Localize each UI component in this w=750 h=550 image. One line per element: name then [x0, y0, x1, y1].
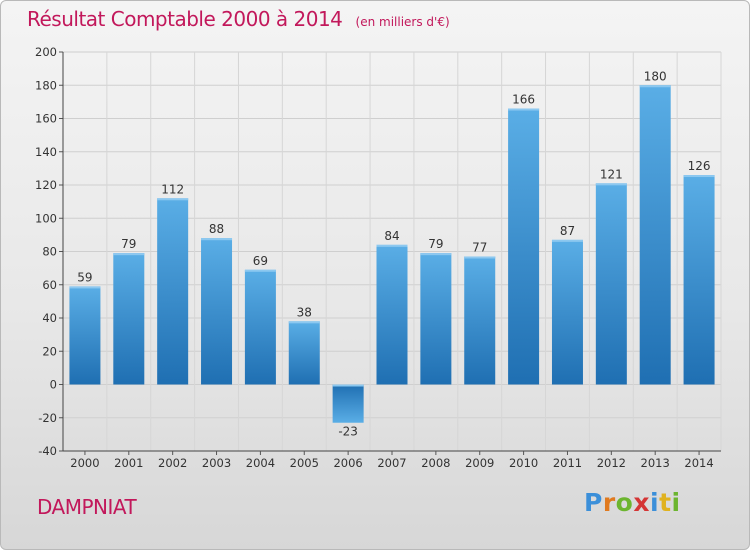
bar-2010: [508, 108, 540, 385]
x-tick-label: 2010: [509, 456, 538, 470]
x-tick-label: 2002: [158, 456, 187, 470]
bar-2006: [332, 384, 364, 423]
y-tick-label: 60: [42, 278, 57, 292]
bar-2014: [683, 175, 715, 385]
x-tick-label: 2007: [377, 456, 406, 470]
bar-2009: [464, 256, 496, 385]
bar-highlight: [595, 183, 627, 186]
x-tick-label: 2014: [684, 456, 713, 470]
data-label: 87: [560, 224, 575, 238]
bar-highlight: [201, 238, 233, 241]
bar-highlight: [113, 253, 145, 256]
logo-letter: o: [615, 488, 634, 517]
bar-2007: [376, 244, 408, 385]
logo-letter: i: [650, 488, 660, 517]
logo-letter: P: [584, 488, 603, 517]
bar-highlight: [508, 108, 540, 111]
x-tick-label: 2006: [333, 456, 362, 470]
bar-highlight: [157, 198, 189, 201]
data-label: 88: [209, 222, 224, 236]
logo-letter: t: [659, 488, 672, 517]
place-name: DAMPNIAT: [37, 495, 137, 519]
bar-highlight: [288, 321, 320, 324]
x-tick-label: 2012: [597, 456, 626, 470]
bar-2012: [595, 183, 627, 385]
logo-letter: r: [602, 488, 616, 517]
proxiti-logo: Proxiti: [584, 488, 681, 517]
x-tick-label: 2000: [70, 456, 99, 470]
data-label: 121: [600, 167, 623, 181]
y-tick-label: 200: [35, 45, 57, 59]
bar-2002: [157, 198, 189, 385]
chart-title-text: Résultat Comptable 2000 à 2014: [27, 7, 343, 31]
data-label: 84: [384, 229, 399, 243]
bar-highlight: [639, 85, 671, 88]
data-label: -23: [338, 425, 358, 439]
x-tick-label: 2003: [202, 456, 231, 470]
bar-2005: [288, 321, 320, 385]
bar-2003: [201, 238, 233, 385]
logo-letter: i: [671, 488, 681, 517]
y-tick-label: 0: [50, 378, 57, 392]
data-label: 112: [161, 182, 184, 196]
data-label: 126: [688, 159, 711, 173]
y-tick-label: 180: [35, 78, 57, 92]
y-tick-label: 120: [35, 178, 57, 192]
y-tick-label: -40: [38, 444, 57, 458]
bar-highlight: [683, 175, 715, 178]
bar-highlight: [244, 269, 276, 272]
data-label: 79: [428, 237, 443, 251]
data-label: 69: [253, 254, 268, 268]
bar-highlight: [332, 384, 364, 387]
chart-title: Résultat Comptable 2000 à 2014 (en milli…: [27, 7, 450, 31]
y-tick-label: 160: [35, 112, 57, 126]
bar-2008: [420, 253, 452, 385]
y-tick-label: 40: [42, 311, 57, 325]
bar-2004: [244, 269, 276, 385]
bar-highlight: [376, 244, 408, 247]
bar-2011: [551, 239, 583, 385]
bar-highlight: [464, 256, 496, 259]
data-label: 77: [472, 240, 487, 254]
data-label: 59: [77, 270, 92, 284]
bar-highlight: [69, 286, 101, 289]
data-label: 79: [121, 237, 136, 251]
x-tick-label: 2004: [246, 456, 275, 470]
bar-2000: [69, 286, 101, 385]
y-tick-label: -20: [38, 411, 57, 425]
y-tick-label: 140: [35, 145, 57, 159]
x-tick-label: 2009: [465, 456, 494, 470]
x-tick-label: 2013: [641, 456, 670, 470]
unit-note: (en milliers d'€): [355, 15, 450, 29]
bar-2013: [639, 85, 671, 385]
data-label: 166: [512, 93, 535, 107]
y-tick-label: 80: [42, 245, 57, 259]
y-tick-label: 100: [35, 211, 57, 225]
logo-letter: x: [633, 488, 650, 517]
x-tick-label: 2008: [421, 456, 450, 470]
x-tick-label: 2001: [114, 456, 143, 470]
x-tick-label: 2005: [290, 456, 319, 470]
bar-2001: [113, 253, 145, 385]
x-tick-label: 2011: [553, 456, 582, 470]
bar-highlight: [551, 239, 583, 242]
data-label: 38: [297, 305, 312, 319]
y-tick-label: 20: [42, 344, 57, 358]
bar-highlight: [420, 253, 452, 256]
data-label: 180: [644, 69, 667, 83]
